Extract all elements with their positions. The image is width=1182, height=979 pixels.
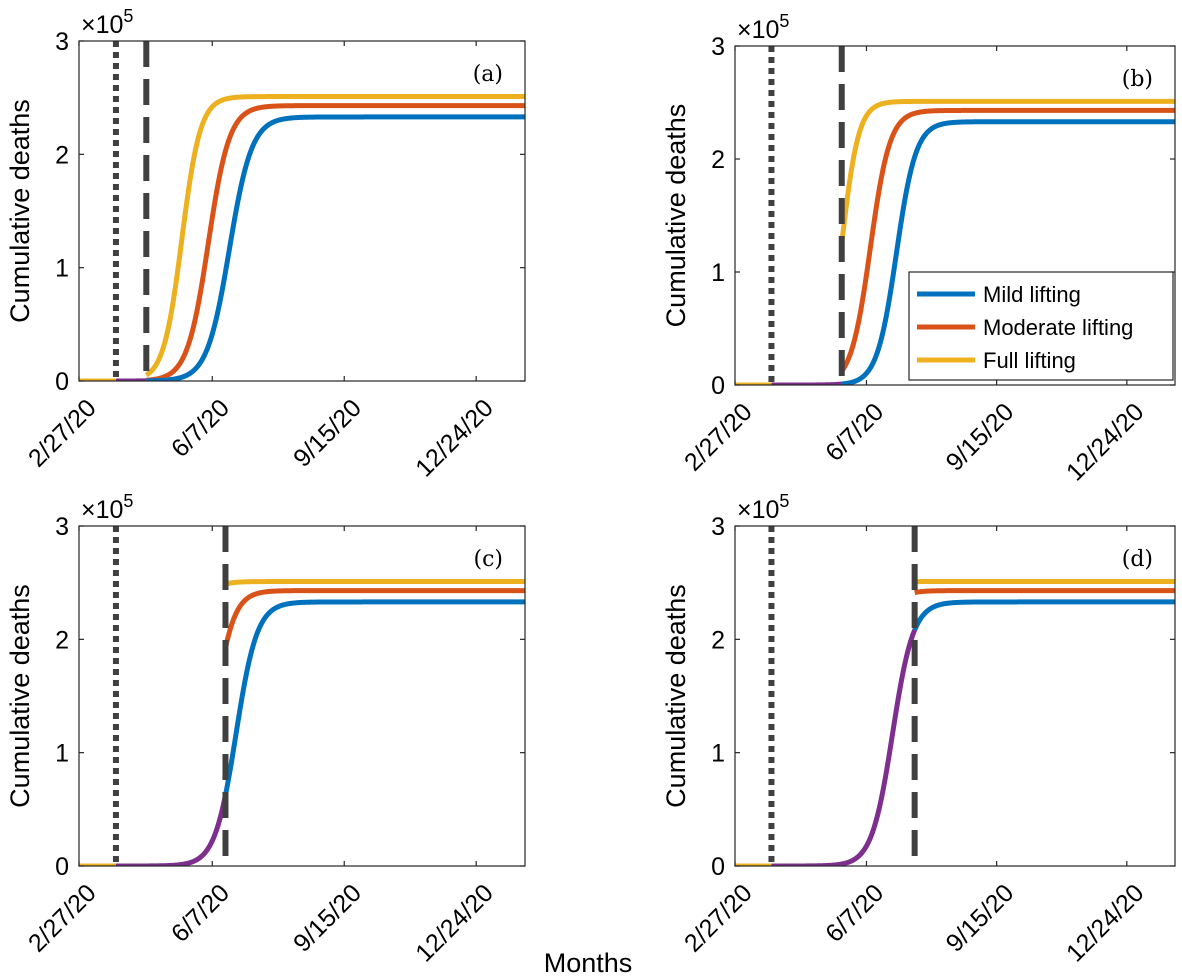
x-tick-label: 2/27/20: [23, 394, 102, 473]
series-line-full-lifting: [144, 94, 525, 378]
y-tick-label: 1: [55, 255, 69, 283]
y-tick-label: 3: [55, 28, 69, 56]
series-line-mild-lifting: [144, 114, 525, 381]
y-exponent-label: ×105: [81, 6, 133, 39]
series-group: [79, 94, 525, 381]
y-exponent-power: 5: [123, 491, 133, 511]
y-tick-label: 3: [55, 513, 69, 541]
x-tick-label: 2/27/20: [23, 879, 102, 958]
y-tick-label: 0: [55, 368, 69, 396]
y-exponent-base: ×10: [737, 496, 779, 524]
y-exponent-label: ×105: [737, 491, 789, 524]
x-tick-label: 9/15/20: [941, 398, 1020, 477]
series-line-moderate-lifting: [223, 588, 525, 649]
x-tick-label: 12/24/20: [1061, 879, 1150, 968]
series-line-mild-lifting: [839, 119, 1175, 385]
y-exponent-power: 5: [779, 11, 789, 31]
panel-c: 0 1 2 3 2/27/20 6/7/20 9/15/20 12/24/20 Cumulati…: [5, 491, 526, 968]
x-tick-label: 12/24/20: [410, 879, 499, 968]
axes-frame: [78, 40, 526, 382]
y-tick-label: 1: [711, 259, 725, 287]
legend-entry-label: Mild lifting: [983, 282, 1081, 307]
panel-label: (b): [1122, 67, 1153, 92]
panel-b: 0 1 2 3 2/27/20 6/7/20 9/15/20 12/24/20 Cumulati…: [661, 11, 1176, 487]
x-tick-label: 6/7/20: [166, 394, 235, 463]
y-tick-label: 1: [55, 740, 69, 768]
series-group: [735, 579, 1175, 866]
y-tick-label: 2: [711, 626, 725, 654]
x-tick-label: 12/24/20: [1061, 398, 1150, 487]
series-line-mild-lifting: [912, 599, 1175, 632]
x-tick-label: 6/7/20: [166, 879, 235, 948]
series-line-moderate-lifting: [839, 107, 1175, 373]
y-exponent-power: 5: [123, 6, 133, 26]
axes-frame: [734, 45, 1176, 386]
series-line-full-lifting: [223, 579, 525, 587]
panel-label: (d): [1122, 547, 1153, 572]
y-exponent-base: ×10: [81, 496, 123, 524]
x-tick-label: 9/15/20: [288, 394, 367, 473]
plot-area: [735, 526, 1175, 866]
series-line-mild-lifting: [223, 599, 525, 796]
series-line-moderate-lifting: [144, 103, 525, 381]
y-tick-label: 0: [711, 372, 725, 400]
y-axis-label: Cumulative deaths: [5, 99, 35, 323]
y-exponent-power: 5: [779, 491, 789, 511]
axes-frame: [734, 525, 1176, 867]
y-tick-label: 1: [711, 740, 725, 768]
panel-a: 0 1 2 3 2/27/20 6/7/20 9/15/20 12/24/20 Cumulati…: [5, 6, 526, 483]
x-tick-label: 9/15/20: [941, 879, 1020, 958]
x-tick-label: 2/27/20: [679, 398, 758, 477]
x-axis-label: Months: [544, 948, 633, 978]
panel-label: (a): [473, 62, 503, 87]
x-tick-label: 6/7/20: [820, 398, 889, 467]
plot-area: [79, 526, 525, 866]
x-tick-label: 12/24/20: [410, 394, 499, 483]
legend-entry-label: Full lifting: [983, 348, 1076, 373]
axes-frame: [78, 525, 526, 867]
legend: Mild lifting Moderate lifting Full lifting: [908, 271, 1174, 381]
x-tick-label: 6/7/20: [820, 879, 889, 948]
y-axis-label: Cumulative deaths: [5, 584, 35, 808]
y-tick-label: 3: [711, 513, 725, 541]
y-tick-label: 3: [711, 33, 725, 61]
y-exponent-base: ×10: [81, 11, 123, 39]
series-line-full-lifting: [839, 98, 1175, 244]
y-tick-label: 0: [55, 853, 69, 881]
panel-label: (c): [474, 547, 504, 572]
x-tick-label: 2/27/20: [679, 879, 758, 958]
y-tick-label: 2: [55, 626, 69, 654]
y-axis-label: Cumulative deaths: [661, 104, 691, 328]
panel-d: 0 1 2 3 2/27/20 6/7/20 9/15/20 12/24/20 Cumulati…: [661, 491, 1176, 968]
y-exponent-base: ×10: [737, 16, 779, 44]
y-exponent-label: ×105: [737, 11, 789, 44]
series-group: [79, 579, 525, 866]
y-axis-label: Cumulative deaths: [661, 584, 691, 808]
y-exponent-label: ×105: [81, 491, 133, 524]
y-tick-label: 2: [55, 141, 69, 169]
y-tick-label: 2: [711, 146, 725, 174]
x-tick-label: 9/15/20: [288, 879, 367, 958]
legend-entry-label: Moderate lifting: [983, 315, 1133, 340]
series-line-moderate-lifting: [912, 588, 1175, 596]
y-tick-label: 0: [711, 853, 725, 881]
